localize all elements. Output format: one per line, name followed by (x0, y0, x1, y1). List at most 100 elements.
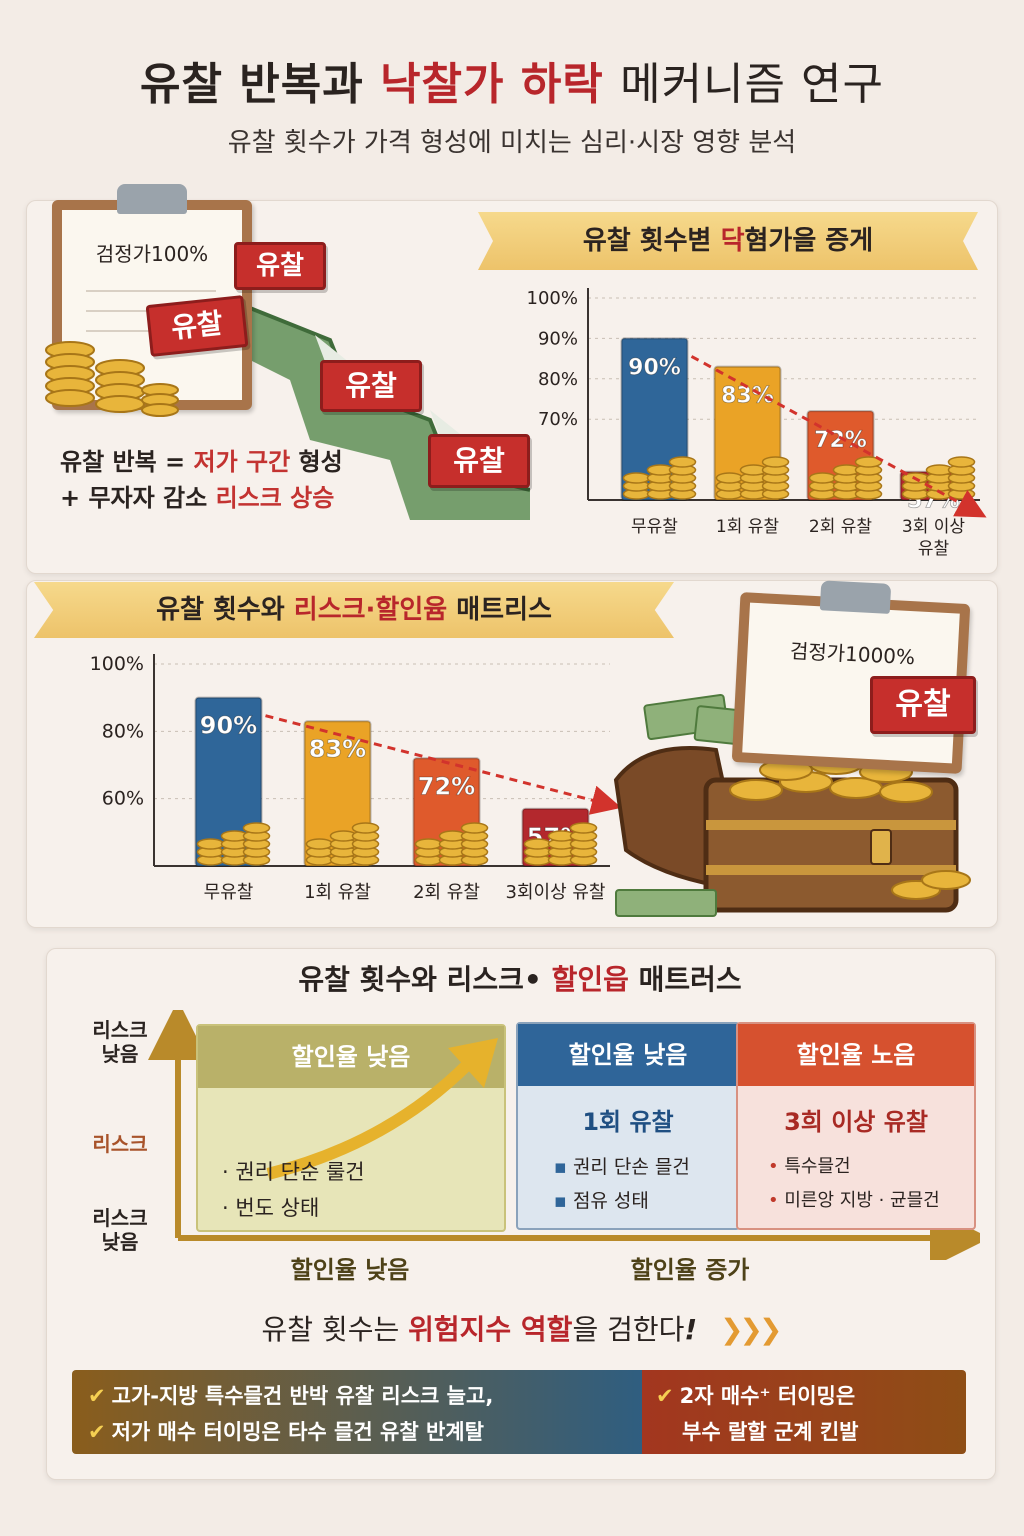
bar-value-label: 83% (309, 735, 366, 763)
treasure-clipboard-text: 검정가1000% (789, 638, 916, 670)
chart2-title-c: 매트리스 (447, 595, 552, 625)
equation-line1-b: 저가 구간 (193, 448, 291, 476)
matrix-box-three: 할인율 노음 3희 이상 유찰 • 특수믈건 • 미른앙 지방 · 균믈건 (736, 1022, 976, 1230)
treasure-chest-icon (613, 693, 971, 917)
coin-stack-icon (808, 456, 883, 500)
y-tick-label: 80% (538, 369, 578, 390)
chart2-title-a: 유찰 횟수와 (156, 595, 294, 625)
x-tick-label: 무유찰 (204, 882, 254, 903)
bottom-summary-left: ✔ 고가-지방 특수믈건 반박 유찰 리스크 늘고, ✔ 저가 매수 터이밍은 타수… (72, 1370, 642, 1454)
x-tick-label: 2회 유찰 (809, 517, 872, 537)
page-title: 유찰 반복과 낙찰가 하락 메커니즘 연구 (0, 48, 1024, 112)
y-tick-label: 60% (102, 788, 144, 810)
coin-stack-icon (196, 822, 271, 866)
chart2-title-b: 리스크·할인윰 (293, 595, 448, 625)
matrix-title: 유찰 횟수와 리스크• 할인읍 매트러스 (46, 958, 994, 998)
x-tick-label: 1회 유찰 (716, 517, 779, 537)
bar-value-label: 72% (418, 772, 475, 800)
matrix-box-one-bullet-1: ▪ 권리 단손 믈건 (554, 1156, 690, 1178)
matrix-box-low-bullet-2: · 번도 상태 (222, 1196, 320, 1220)
title-part-3: 메커니즘 연구 (620, 59, 884, 110)
y-axis-bottom-label: 리스크 낮음 (92, 1206, 148, 1254)
matrix-box-three-bullet-1: • 특수믈건 (768, 1156, 851, 1177)
chart2-title-ribbon: 유찰 횟수와 리스크·할인윰 매트리스 (34, 582, 674, 638)
bar-value-label: 90% (200, 712, 257, 740)
coin-stack-icon (305, 822, 380, 866)
equation-line2-a: + 무자자 감소 (60, 484, 216, 512)
matrix-box-low: 할인율 낮음 · 권리 단순 룰건 · 번도 상태 (196, 1024, 506, 1232)
y-tick-label: 80% (102, 720, 144, 742)
equation-line1-c: 형성 (290, 448, 343, 476)
hero-clipboard-text: 검정가100% (95, 242, 209, 266)
bar-value-label: 90% (628, 355, 681, 380)
hero-sign-1: 유찰 (234, 242, 326, 290)
treasure-sign: 유찰 (870, 676, 976, 734)
y-axis-top-label: 리스크 낮음 (92, 1018, 148, 1066)
chart1-title-c: 혐가을 증게 (744, 226, 874, 256)
bar-value-label: 72% (814, 428, 867, 453)
matrix-box-low-bullet-1: · 권리 단순 룰건 (222, 1160, 365, 1184)
y-axis-mid-label: 리스크 (92, 1132, 148, 1156)
page-subtitle: 유찰 횟수가 가격 형성에 미치는 심리·시장 영향 분석 (227, 128, 797, 158)
bottom-right-line-2: 부수 랄할 군계 킨발 (682, 1420, 859, 1444)
tagline-mark: ! (684, 1313, 698, 1346)
y-tick-label: 100% (90, 653, 144, 675)
x-axis-right-label: 할인율 증가 (630, 1256, 750, 1284)
hero-sign-4: 유찰 (428, 434, 530, 488)
bottom-left-line-1: ✔ 고가-지방 특수믈건 반박 유찰 리스크 늘고, (88, 1384, 494, 1408)
y-tick-label: 100% (527, 288, 578, 309)
hero-sign-2: 유찰 (145, 295, 249, 357)
title-part-2: 낙찰가 하락 (380, 59, 604, 110)
matrix-title-a: 유찰 횟수와 리스크• (298, 963, 552, 996)
hero-equation: 유찰 반복 = 저가 구간 형성 + 무자자 감소 리스크 상승 (60, 444, 420, 516)
matrix-title-b: 할인읍 (551, 963, 629, 996)
bottom-left-line-2: ✔ 저가 매수 터이밍은 타수 믈건 유찰 반계탈 (88, 1420, 484, 1444)
matrix-box-one-bullet-2: ▪ 점유 성태 (554, 1190, 649, 1212)
coin-stack-icon (414, 822, 489, 866)
tagline-b: 위험지수 역할 (408, 1313, 573, 1346)
chart1-title-b: 닥 (720, 226, 745, 256)
x-tick-label: 2회 유찰 (413, 882, 480, 903)
bottom-right-line-1: ✔ 2자 매수⁺ 터이밍은 (656, 1384, 856, 1408)
matrix-box-three-header: 할인율 노음 (738, 1024, 974, 1086)
x-tick-label: 3회 이상 (902, 517, 965, 537)
matrix-box-three-title: 3희 이상 유찰 (784, 1108, 928, 1136)
coin-stack-icon (622, 456, 697, 500)
title-part-1: 유찰 반복과 (140, 59, 364, 110)
matrix-axes (148, 1010, 980, 1260)
hero-sign-3: 유찰 (320, 360, 422, 412)
matrix-box-one-header: 할인율 낮음 (518, 1024, 738, 1086)
matrix-box-one: 할인율 낮음 1회 유찰 ▪ 권리 단손 믈건 ▪ 점유 성태 (516, 1022, 740, 1230)
x-tick-label: 유찰 (918, 539, 950, 559)
x-axis-left-label: 할인율 낮음 (290, 1256, 410, 1284)
coin-stack-icon (715, 456, 790, 500)
equation-line2-b: 리스크 상승 (215, 484, 335, 512)
chart1-title-a: 유찰 횟수볃 (582, 226, 721, 256)
clipboard-clamp (117, 184, 187, 214)
treasure-clipboard-clamp (819, 580, 892, 614)
tagline-c: 을 검한다 (572, 1313, 685, 1346)
trend-arrow (265, 714, 620, 815)
growth-arrow-icon (266, 1038, 498, 1180)
chevrons-icon: ❯❯❯ (720, 1313, 782, 1346)
chart1-title-ribbon: 유찰 횟수볃 닥혐가을 증게 (478, 212, 978, 270)
y-tick-label: 70% (538, 409, 578, 430)
matrix-tagline: 유찰 횟수는 위험지수 역할을 검한다! ❯❯❯ (46, 1308, 994, 1348)
matrix-box-three-bullet-2: • 미른앙 지방 · 균믈건 (768, 1190, 940, 1211)
x-tick-label: 1회 유찰 (304, 882, 371, 903)
coin-stacks-icon (45, 341, 179, 417)
trend-arrow (690, 355, 987, 518)
bar-value-label: 83% (721, 384, 774, 409)
matrix-title-c: 매트러스 (628, 963, 742, 996)
x-tick-label: 3회이상 유찰 (506, 882, 606, 903)
bar-1 (194, 696, 263, 867)
equation-line1-a: 유찰 반복 = (60, 448, 194, 476)
y-tick-label: 90% (538, 328, 578, 349)
coin-stack-icon (523, 822, 598, 866)
matrix-box-one-title: 1회 유찰 (582, 1108, 674, 1136)
x-tick-label: 무유찰 (631, 517, 678, 537)
tagline-a: 유찰 횟수는 (261, 1313, 409, 1346)
